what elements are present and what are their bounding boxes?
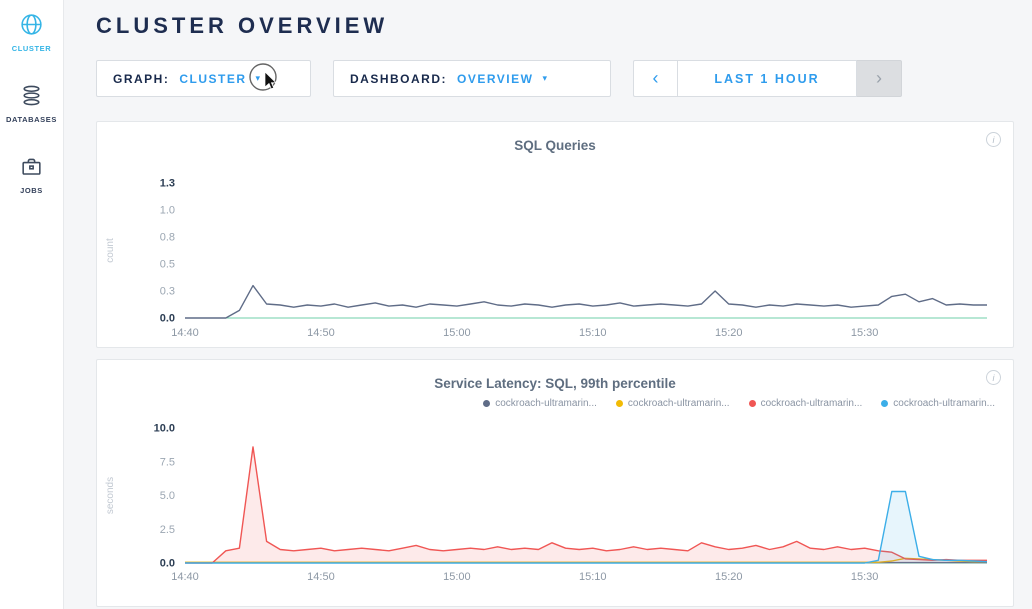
y-tick-label: 7.5 (160, 456, 175, 468)
legend-item[interactable]: cockroach-ultramarin... (748, 398, 863, 409)
info-icon[interactable]: i (986, 370, 1001, 385)
chart-title: SQL Queries (514, 138, 596, 153)
legend-label: cockroach-ultramarin... (760, 398, 863, 409)
series-line-node-blue (185, 490, 988, 564)
page-title: CLUSTER OVERVIEW (96, 13, 389, 38)
x-tick-label: 15:20 (715, 327, 743, 339)
briefcase-icon (19, 154, 44, 179)
sidebar-item-label: JOBS (20, 186, 43, 195)
y-tick-label: 0.5 (160, 259, 175, 271)
legend-label: cockroach-ultramarin... (495, 398, 597, 409)
legend-item[interactable]: cockroach-ultramarin... (881, 398, 995, 409)
series-fill-node-red (185, 446, 987, 563)
y-tick-label: 2.5 (160, 524, 175, 536)
main-content: CLUSTER OVERVIEW GRAPH: CLUSTER ▾ DASHBO… (64, 0, 1032, 607)
y-tick-label: 10.0 (154, 423, 175, 435)
graph-dropdown[interactable]: GRAPH: CLUSTER ▾ (96, 60, 311, 97)
legend-dot-icon (615, 400, 623, 407)
dashboard-dropdown[interactable]: DASHBOARD: OVERVIEW ▾ (333, 60, 611, 97)
y-tick-label: 0.0 (160, 313, 175, 325)
y-tick-label: 0.3 (160, 286, 175, 298)
chart-legend: cockroach-ultramarin... cockroach-ultrama… (97, 391, 1013, 409)
legend-label: cockroach-ultramarin... (627, 398, 730, 409)
y-tick-label: 1.3 (160, 178, 175, 190)
legend-label: cockroach-ultramarin... (893, 398, 995, 409)
x-tick-label: 15:00 (443, 571, 471, 583)
y-tick-label: 5.0 (160, 490, 175, 502)
chart-title: Service Latency: SQL, 99th percentile (434, 376, 676, 391)
graph-dropdown-value: CLUSTER (179, 71, 247, 86)
y-axis-label: seconds (105, 477, 116, 514)
database-icon (19, 83, 44, 108)
x-tick-label: 15:10 (579, 571, 607, 583)
sidebar-item-label: DATABASES (6, 115, 57, 124)
legend-item[interactable]: cockroach-ultramarin... (615, 398, 730, 409)
graph-dropdown-label: GRAPH: (113, 71, 170, 86)
time-prev-button[interactable]: ‹ (633, 60, 677, 97)
legend-dot-icon (881, 400, 889, 407)
sql-queries-chart[interactable]: 0.0 0.3 0.5 0.8 1.0 1.3 count 14:40 14:50 15:00 15… (97, 155, 1013, 347)
x-tick-label: 15:30 (851, 571, 879, 583)
x-tick-label: 15:00 (443, 327, 471, 339)
legend-item[interactable]: cockroach-ultramarin... (483, 398, 597, 409)
x-tick-label: 15:30 (851, 327, 879, 339)
x-tick-label: 15:10 (579, 327, 607, 339)
sidebar-item-label: CLUSTER (11, 44, 52, 53)
y-tick-label: 1.0 (160, 205, 175, 217)
controls-bar: GRAPH: CLUSTER ▾ DASHBOARD: OVERVIEW ▾ ‹… (96, 60, 1014, 97)
dashboard-dropdown-value: OVERVIEW (457, 71, 534, 86)
legend-dot-icon (483, 400, 491, 407)
x-tick-label: 14:50 (307, 327, 335, 339)
info-icon[interactable]: i (986, 132, 1001, 147)
dashboard-dropdown-label: DASHBOARD: (350, 71, 447, 86)
legend-dot-icon (748, 400, 756, 407)
series-line-node-red (185, 446, 987, 564)
sidebar-item-jobs[interactable]: JOBS (19, 154, 44, 195)
x-tick-label: 15:20 (715, 571, 743, 583)
x-tick-label: 14:50 (307, 571, 335, 583)
series-line-sql-queries (185, 284, 987, 319)
series-line-node-yellow (185, 557, 987, 563)
sidebar: CLUSTER DATABASES JOBS (0, 0, 64, 609)
sql-queries-card: SQL Queries i 0.0 0.3 0.5 0.8 1.0 1.3 count 14:… (96, 121, 1014, 348)
sidebar-item-databases[interactable]: DATABASES (6, 83, 57, 124)
sidebar-item-cluster[interactable]: CLUSTER (12, 12, 52, 53)
y-axis-label: count (105, 238, 116, 263)
globe-icon (19, 12, 44, 37)
time-range-label[interactable]: LAST 1 HOUR (677, 60, 857, 97)
service-latency-chart[interactable]: 0.0 2.5 5.0 7.5 10.0 seconds 14:40 14:50 15:00 15… (97, 411, 1013, 601)
chevron-down-icon: ▾ (542, 73, 547, 83)
time-range-selector: ‹ LAST 1 HOUR › (633, 60, 902, 97)
x-tick-label: 14:40 (171, 571, 199, 583)
y-tick-label: 0.8 (160, 232, 175, 244)
x-tick-label: 14:40 (171, 327, 199, 339)
service-latency-card: Service Latency: SQL, 99th percentile i … (96, 359, 1014, 607)
time-next-button[interactable]: › (857, 60, 902, 97)
y-tick-label: 0.0 (160, 558, 175, 570)
chevron-down-icon: ▾ (255, 73, 261, 83)
